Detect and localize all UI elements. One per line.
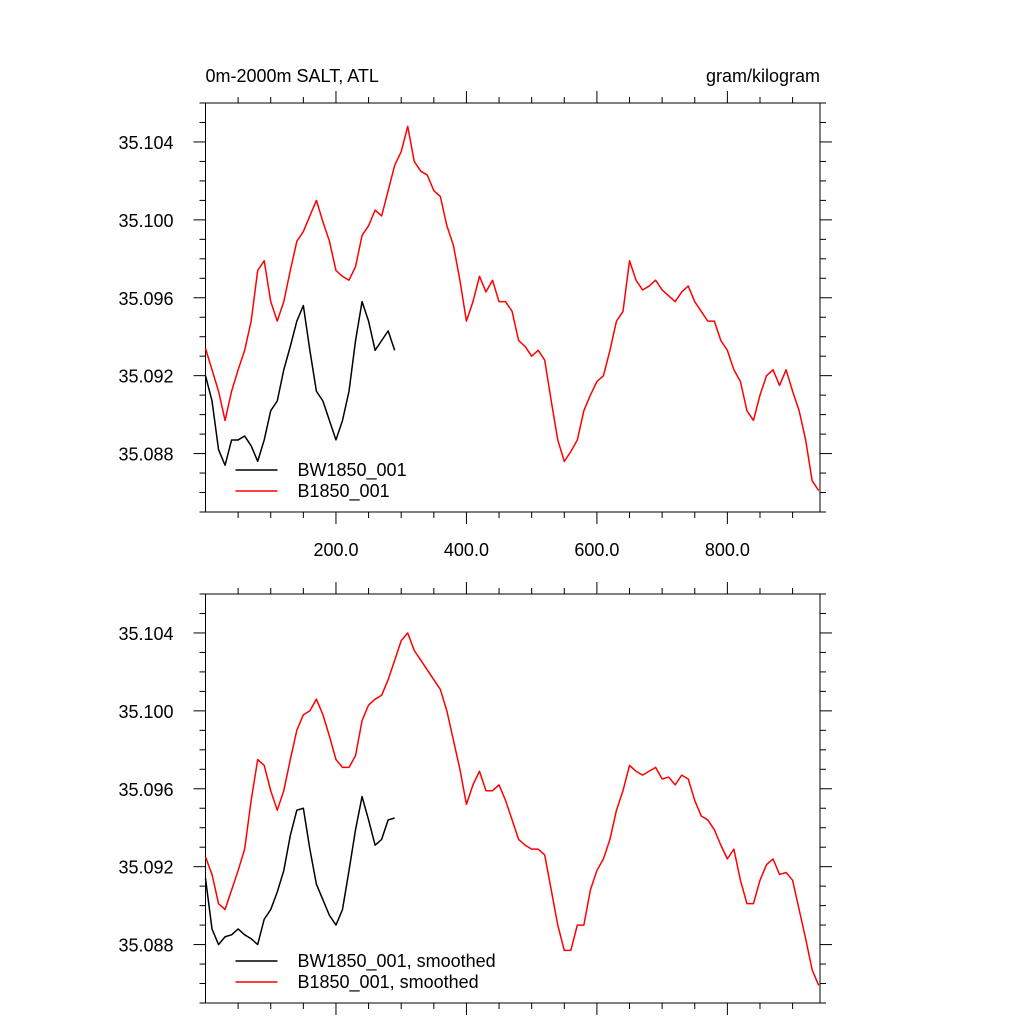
legend-label: BW1850_001, smoothed (298, 951, 496, 972)
y-tick-label: 35.100 (118, 702, 173, 722)
y-tick-label: 35.088 (118, 936, 173, 956)
plot-frame (205, 102, 821, 513)
chart-title: 0m-2000m SALT, ATL (206, 66, 379, 86)
y-tick-label: 35.088 (118, 445, 173, 465)
x-tick-label: 400.0 (444, 540, 489, 560)
x-tick-label: 600.0 (574, 540, 619, 560)
y-tick-label: 35.096 (118, 780, 173, 800)
legend-label: BW1850_001 (298, 460, 407, 481)
series-line (204, 795, 395, 946)
series-line (204, 125, 820, 491)
x-tick-label: 200.0 (313, 540, 358, 560)
series-line (204, 300, 396, 467)
legend-label: B1850_001 (298, 481, 390, 502)
y-tick-label: 35.104 (118, 624, 173, 644)
x-tick-label: 800.0 (705, 540, 750, 560)
series-line (204, 632, 820, 986)
y-tick-label: 35.092 (118, 858, 173, 878)
y-tick-label: 35.100 (118, 211, 173, 231)
plot-frame (205, 593, 821, 1004)
y-tick-label: 35.096 (118, 289, 173, 309)
units-label: gram/kilogram (706, 66, 820, 86)
y-tick-label: 35.104 (118, 133, 173, 153)
legend-label: B1850_001, smoothed (298, 972, 479, 993)
y-tick-label: 35.092 (118, 367, 173, 387)
